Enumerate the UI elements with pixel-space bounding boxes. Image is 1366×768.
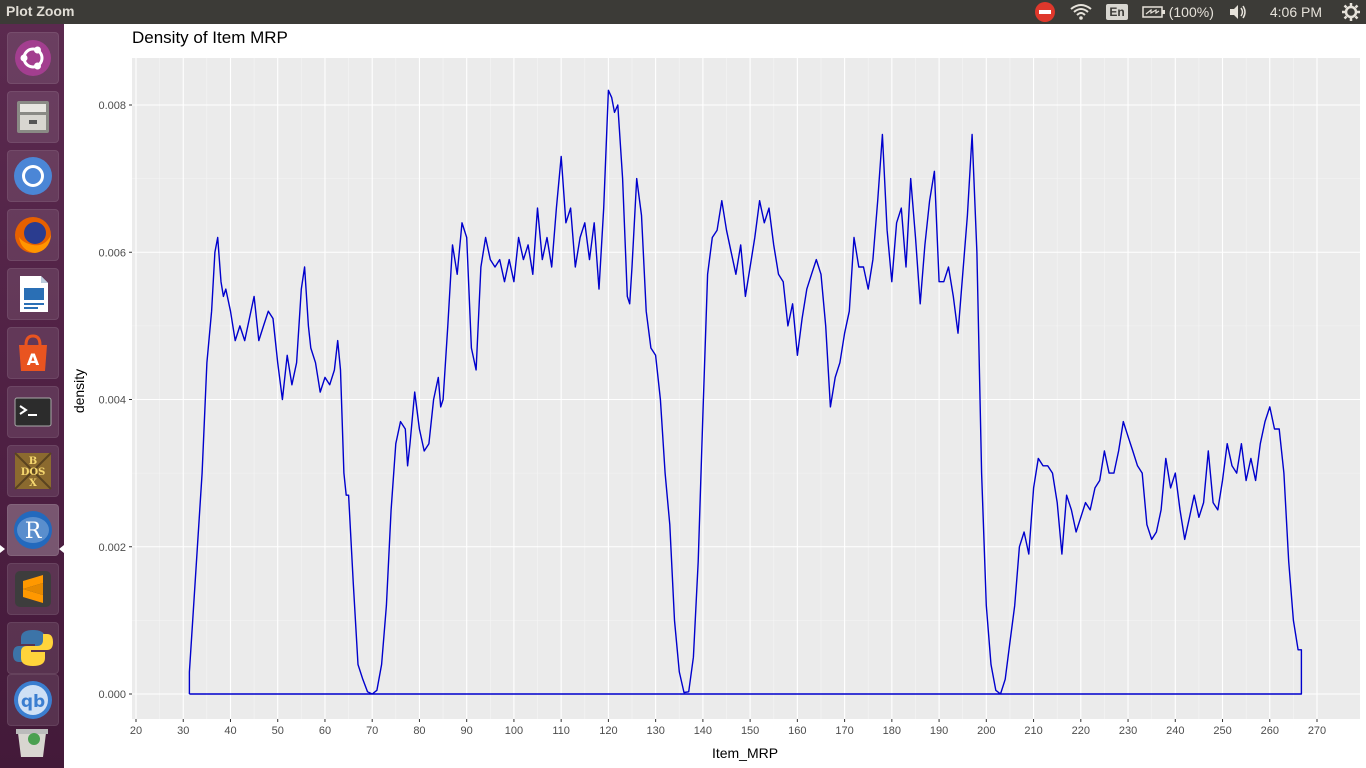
y-tick-label: 0.000	[98, 689, 126, 701]
x-tick-label: 270	[1308, 725, 1326, 737]
sublime-text-icon[interactable]	[7, 563, 59, 615]
python-icon[interactable]	[7, 622, 59, 674]
battery-icon	[1141, 6, 1165, 18]
top-panel: Plot Zoom En (100%) 4:06 PM	[0, 0, 1366, 24]
y-tick-label: 0.006	[98, 247, 126, 259]
y-tick-label: 0.004	[98, 395, 126, 407]
system-tray: En (100%) 4:06 PM	[1034, 0, 1366, 24]
x-tick-label: 130	[646, 725, 664, 737]
chart-title: Density of Item MRP	[132, 28, 288, 47]
x-tick-label: 40	[224, 725, 236, 737]
battery-indicator[interactable]: (100%)	[1141, 4, 1214, 20]
active-indicator-right	[59, 545, 64, 553]
svg-text:R: R	[25, 519, 43, 544]
x-tick-label: 160	[788, 725, 806, 737]
plot-panel	[132, 58, 1360, 719]
x-tick-label: 170	[835, 725, 853, 737]
x-tick-label: 90	[461, 725, 473, 737]
active-indicator-left	[0, 545, 5, 553]
y-axis-label: density	[71, 369, 87, 413]
libreoffice-writer-icon[interactable]	[7, 268, 59, 320]
x-tick-label: 240	[1166, 725, 1184, 737]
x-tick-label: 200	[977, 725, 995, 737]
x-tick-label: 100	[505, 725, 523, 737]
volume-icon[interactable]	[1228, 4, 1248, 20]
window-title: Plot Zoom	[6, 3, 75, 19]
x-tick-label: 20	[130, 725, 142, 737]
keyboard-layout-indicator[interactable]: En	[1106, 4, 1128, 20]
x-tick-label: 140	[694, 725, 712, 737]
x-tick-label: 230	[1119, 725, 1137, 737]
x-tick-label: 180	[883, 725, 901, 737]
launcher: A B DOS X R qb	[0, 24, 64, 768]
wifi-icon[interactable]	[1070, 3, 1092, 21]
chromium-icon[interactable]	[7, 150, 59, 202]
x-tick-label: 220	[1072, 725, 1090, 737]
x-tick-label: 50	[272, 725, 284, 737]
density-chart: 20 30 40 50 60 70 80 90 100 110 120 130 140 150 160 170…	[71, 58, 1360, 761]
x-tick-label: 60	[319, 725, 331, 737]
svg-text:A: A	[27, 350, 40, 369]
files-icon[interactable]	[7, 91, 59, 143]
trash-icon[interactable]	[7, 714, 57, 764]
software-center-icon[interactable]: A	[7, 327, 59, 379]
x-tick-label: 30	[177, 725, 189, 737]
y-tick-label: 0.002	[98, 542, 126, 554]
x-tick-label: 120	[599, 725, 617, 737]
qbittorrent-icon[interactable]: qb	[7, 674, 59, 726]
plot-window: Density of Item MRP 20 30 40 50 60 70 80 90 100 1…	[64, 24, 1366, 768]
x-tick-label: 80	[413, 725, 425, 737]
svg-text:qb: qb	[21, 692, 45, 712]
x-tick-label: 70	[366, 725, 378, 737]
x-tick-label: 150	[741, 725, 759, 737]
gear-icon[interactable]	[1342, 3, 1360, 21]
x-tick-label: 190	[930, 725, 948, 737]
terminal-icon[interactable]	[7, 386, 59, 438]
clock[interactable]: 4:06 PM	[1269, 4, 1322, 20]
svg-text:X: X	[29, 478, 37, 489]
svg-text:B: B	[29, 456, 37, 467]
battery-percent: (100%)	[1168, 4, 1214, 20]
r-icon[interactable]: R	[7, 504, 59, 556]
x-tick-label: 260	[1261, 725, 1279, 737]
y-tick-label: 0.008	[98, 100, 126, 112]
ubuntu-dash-icon[interactable]	[7, 32, 59, 84]
language-label: En	[1106, 4, 1128, 20]
density-line	[188, 89, 1303, 695]
x-tick-label: 210	[1024, 725, 1042, 737]
dosbox-icon[interactable]: B DOS X	[7, 445, 59, 497]
x-tick-label: 250	[1213, 725, 1231, 737]
x-tick-label: 110	[552, 725, 570, 737]
svg-text:DOS: DOS	[21, 467, 46, 478]
firefox-icon[interactable]	[7, 209, 59, 261]
x-axis-label: Item_MRP	[712, 745, 778, 761]
no-entry-icon[interactable]	[1034, 1, 1056, 23]
